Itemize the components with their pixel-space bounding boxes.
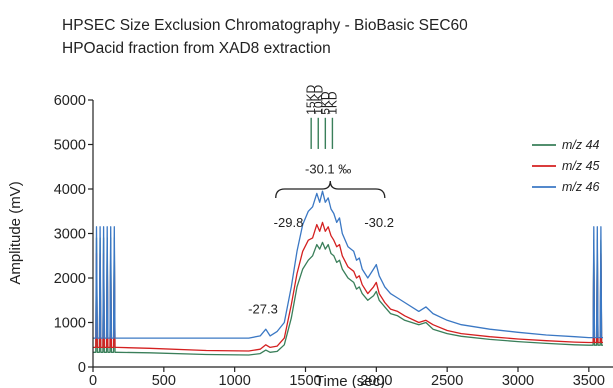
size-marker-label: 5KD xyxy=(318,91,332,115)
size-marker-label: 1KD xyxy=(325,91,339,115)
y-tick-label: 4000 xyxy=(54,182,86,198)
axes-layer: 0 1000 2000 3000 4000 5000 6000 0 500 1000 1500 200… xyxy=(54,93,613,388)
chart-title: HPSEC Size Exclusion Chromatography - Bi… xyxy=(62,17,468,34)
y-tick-label: 5000 xyxy=(54,138,86,154)
y-tick-label: 3000 xyxy=(54,227,86,243)
x-tick-label: 3000 xyxy=(502,373,534,388)
annotation-layer: -27.3 -29.8 -30.1 ‰ -30.2 xyxy=(248,161,394,316)
x-tick-label: 1000 xyxy=(219,373,251,388)
y-tick-label: 6000 xyxy=(54,93,86,109)
peak-annotation: -27.3 xyxy=(248,302,278,317)
series-line-1 xyxy=(93,237,603,356)
legend: m/z 44 m/z 45 m/z 46 xyxy=(532,138,600,194)
legend-label: m/z 46 xyxy=(562,180,600,194)
x-axis-label: Time (sec) xyxy=(315,373,385,388)
x-tick-label: 2500 xyxy=(431,373,463,388)
y-axis-label: Amplitude (mV) xyxy=(7,181,24,284)
legend-label: m/z 44 xyxy=(562,138,600,152)
size-marker-label: 10KD xyxy=(311,84,325,114)
x-tick-label: 2000 xyxy=(360,373,392,388)
y-tick-label: 1000 xyxy=(54,316,86,332)
x-tick-label: 0 xyxy=(89,373,97,388)
y-tick-label: 2000 xyxy=(54,271,86,287)
x-tick-label: 500 xyxy=(152,373,176,388)
series-layer xyxy=(93,190,603,356)
size-marker-label: 15KD xyxy=(304,84,318,114)
chart-subtitle: HPOacid fraction from XAD8 extraction xyxy=(62,40,331,57)
y-tick-label: 0 xyxy=(78,360,86,376)
series-line-2 xyxy=(93,221,603,352)
x-tick-label: 1500 xyxy=(289,373,321,388)
x-tick-label: 3500 xyxy=(573,373,605,388)
peak-bracket xyxy=(275,180,386,199)
peak-annotation: -30.2 xyxy=(364,215,394,230)
legend-label: m/z 45 xyxy=(562,159,600,173)
series-line-3 xyxy=(93,190,603,339)
peak-annotation: -29.8 xyxy=(274,215,304,230)
peak-annotation: -30.1 ‰ xyxy=(305,161,351,176)
